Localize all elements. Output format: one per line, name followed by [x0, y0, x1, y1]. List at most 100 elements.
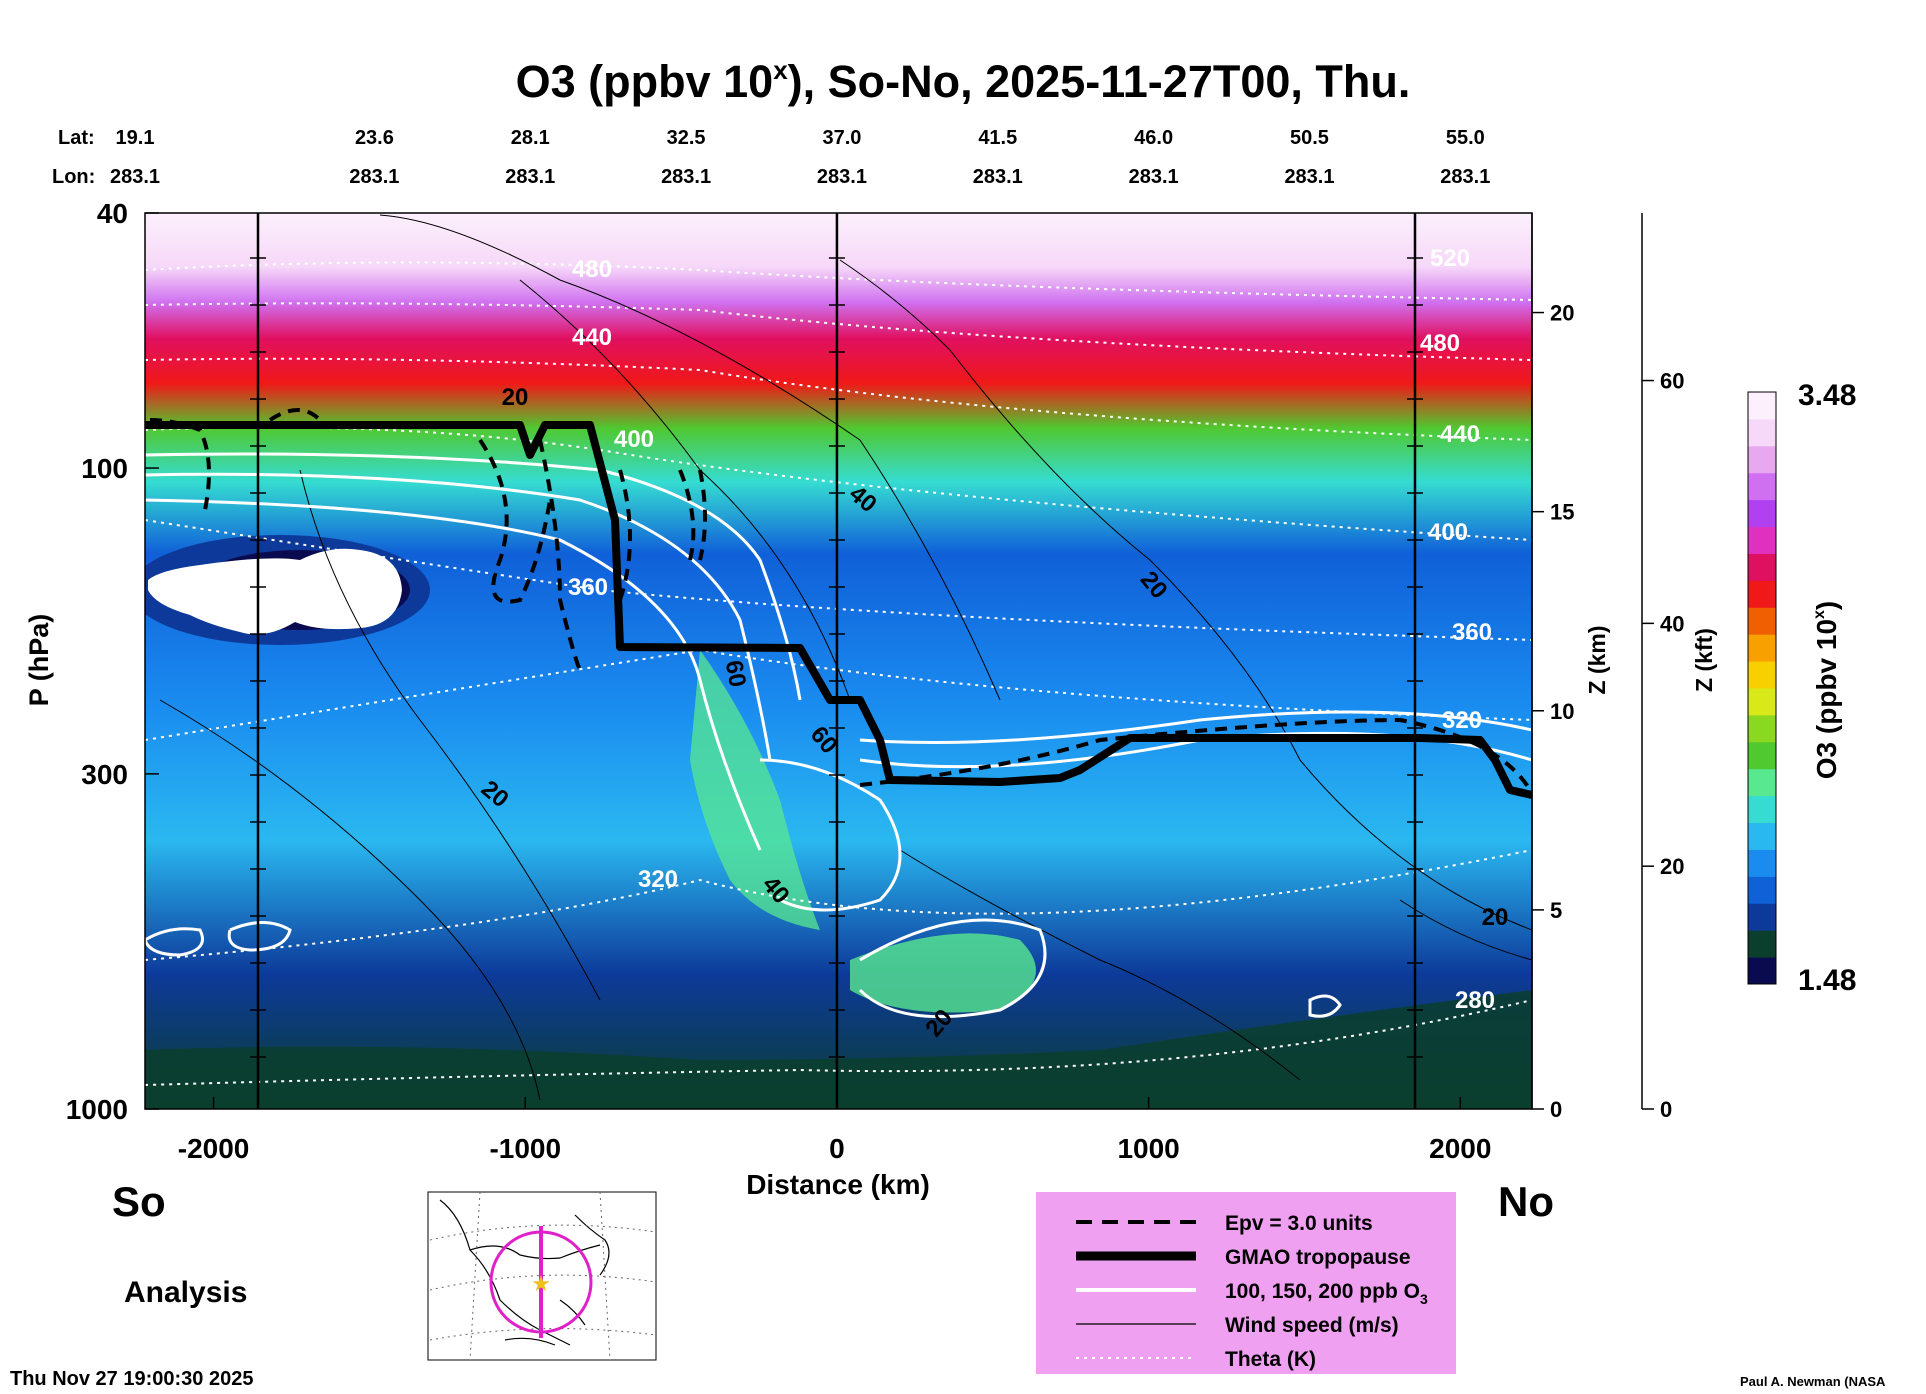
wind-contour-label: 20 [1482, 904, 1509, 931]
theta-contour-label: 320 [638, 866, 678, 893]
tropopause-line [145, 421, 1532, 799]
y-tick-label: 100 [81, 453, 128, 484]
lat-value: 32.5 [667, 127, 706, 149]
colorbar-swatch [1748, 418, 1776, 447]
x-tick-label: 0 [829, 1133, 845, 1164]
epv-contours [149, 408, 1532, 792]
colorbar-title: O3 (ppbv 10x) [1811, 601, 1842, 780]
lon-value: 283.1 [349, 166, 399, 188]
timestamp: Thu Nov 27 19:00:30 2025 [10, 1368, 253, 1390]
lat-value: 37.0 [822, 127, 861, 149]
colorbar-swatch [1748, 849, 1776, 877]
colorbar-swatch [1748, 607, 1776, 635]
z-km-tick-label: 5 [1550, 898, 1562, 923]
colorbar-swatch [1748, 472, 1776, 501]
lon-row-label: Lon: [52, 166, 95, 188]
z-kft-tick-label: 20 [1660, 854, 1684, 879]
colorbar-swatch [1748, 714, 1776, 743]
colorbar-swatch [1748, 580, 1776, 608]
colorbar-min-label: 1.48 [1798, 964, 1856, 997]
lat-value: 46.0 [1134, 127, 1173, 149]
colorbar-swatch [1748, 822, 1776, 850]
wind-contour-label: 20 [502, 384, 529, 411]
legend: Epv = 3.0 units GMAO tropopause 100, 150, … [1036, 1192, 1456, 1374]
ozone-field-north [145, 213, 1532, 1109]
theta-contour-label: 320 [1442, 707, 1482, 734]
lon-value: 283.1 [1129, 166, 1179, 188]
y-tick-label: 300 [81, 759, 128, 790]
colorbar-swatch [1748, 499, 1776, 528]
legend-label: 100, 150, 200 ppb O3 [1225, 1280, 1428, 1307]
lat-value: 55.0 [1446, 127, 1485, 149]
missing-data-region [148, 548, 402, 635]
lon-value: 283.1 [1440, 166, 1490, 188]
colorbar-swatch [1748, 768, 1776, 797]
theta-contours [145, 261, 1532, 1086]
colorbar-swatch [1748, 903, 1776, 931]
inset-location-star-icon: ★ [531, 1271, 551, 1296]
colorbar-swatch [1748, 634, 1776, 662]
x-tick-label: -1000 [489, 1133, 561, 1164]
x-tick-label: 1000 [1117, 1133, 1179, 1164]
theta-contour-label: 440 [572, 324, 612, 351]
z-kft-tick-label: 0 [1660, 1097, 1672, 1122]
legend-label: GMAO tropopause [1225, 1246, 1411, 1269]
z-km-tick-label: 20 [1550, 301, 1574, 326]
colorbar-swatch [1748, 876, 1776, 904]
theta-contour-label: 400 [1428, 519, 1468, 546]
colorbar-swatch [1748, 795, 1776, 824]
lon-value: 283.1 [661, 166, 711, 188]
chart-title: O3 (ppbv 10x), So-No, 2025-11-27T00, Thu… [516, 55, 1411, 107]
south-label: So [112, 1178, 166, 1225]
theta-contour-label: 480 [572, 256, 612, 283]
lat-value: 19.1 [116, 127, 155, 149]
ozone-field: 2040206060204020204804404003603205204804… [145, 213, 1532, 1109]
legend-label: Wind speed (m/s) [1225, 1314, 1399, 1337]
lat-value: 41.5 [978, 127, 1017, 149]
y-tick-label: 40 [97, 198, 128, 229]
theta-contour-label: 480 [1420, 330, 1460, 357]
theta-contour-label: 360 [1452, 619, 1492, 646]
z-km-tick-label: 15 [1550, 500, 1574, 525]
colorbar-swatch [1748, 661, 1776, 689]
colorbar-max-label: 3.48 [1798, 379, 1856, 412]
lon-value: 283.1 [817, 166, 867, 188]
legend-label: Theta (K) [1225, 1348, 1316, 1371]
wind-contour-label: 60 [720, 658, 751, 689]
z-kft-axis-title: Z (kft) [1691, 628, 1717, 692]
colorbar-swatch [1748, 930, 1776, 958]
lat-value: 28.1 [511, 127, 550, 149]
colorbar-swatch [1748, 445, 1776, 474]
credit: Paul A. Newman (NASA [1740, 1374, 1886, 1389]
colorbar-swatch [1748, 392, 1776, 420]
lat-value: 23.6 [355, 127, 394, 149]
x-tick-label: 2000 [1429, 1133, 1491, 1164]
lon-value: 283.1 [505, 166, 555, 188]
analysis-label: Analysis [124, 1276, 247, 1309]
mid-tongue [690, 650, 820, 930]
z-kft-tick-label: 40 [1660, 611, 1684, 636]
colorbar-swatch [1748, 741, 1776, 770]
z-kft-tick-label: 60 [1660, 369, 1684, 394]
theta-contour-label: 520 [1430, 245, 1470, 272]
lon-value: 283.1 [973, 166, 1023, 188]
x-axis-title: Distance (km) [746, 1169, 930, 1200]
theta-contour-label: 280 [1455, 987, 1495, 1014]
y-axis-title: P (hPa) [24, 614, 54, 707]
colorbar-swatch [1748, 526, 1776, 554]
lat-row-label: Lat: [58, 127, 95, 149]
z-km-tick-label: 10 [1550, 699, 1574, 724]
inset-map: ★ [427, 1191, 657, 1361]
colorbar-swatch [1748, 553, 1776, 581]
x-tick-label: -2000 [178, 1133, 250, 1164]
legend-label: Epv = 3.0 units [1225, 1212, 1373, 1235]
z-km-axis-title: Z (km) [1584, 626, 1610, 695]
lon-value: 283.1 [1284, 166, 1334, 188]
y-tick-label: 1000 [66, 1094, 128, 1125]
lon-value: 283.1 [110, 166, 160, 188]
boundary-layer-band [145, 990, 1532, 1109]
theta-contour-label: 360 [568, 574, 608, 601]
colorbar-swatch [1748, 957, 1776, 985]
theta-contour-label: 440 [1440, 421, 1480, 448]
